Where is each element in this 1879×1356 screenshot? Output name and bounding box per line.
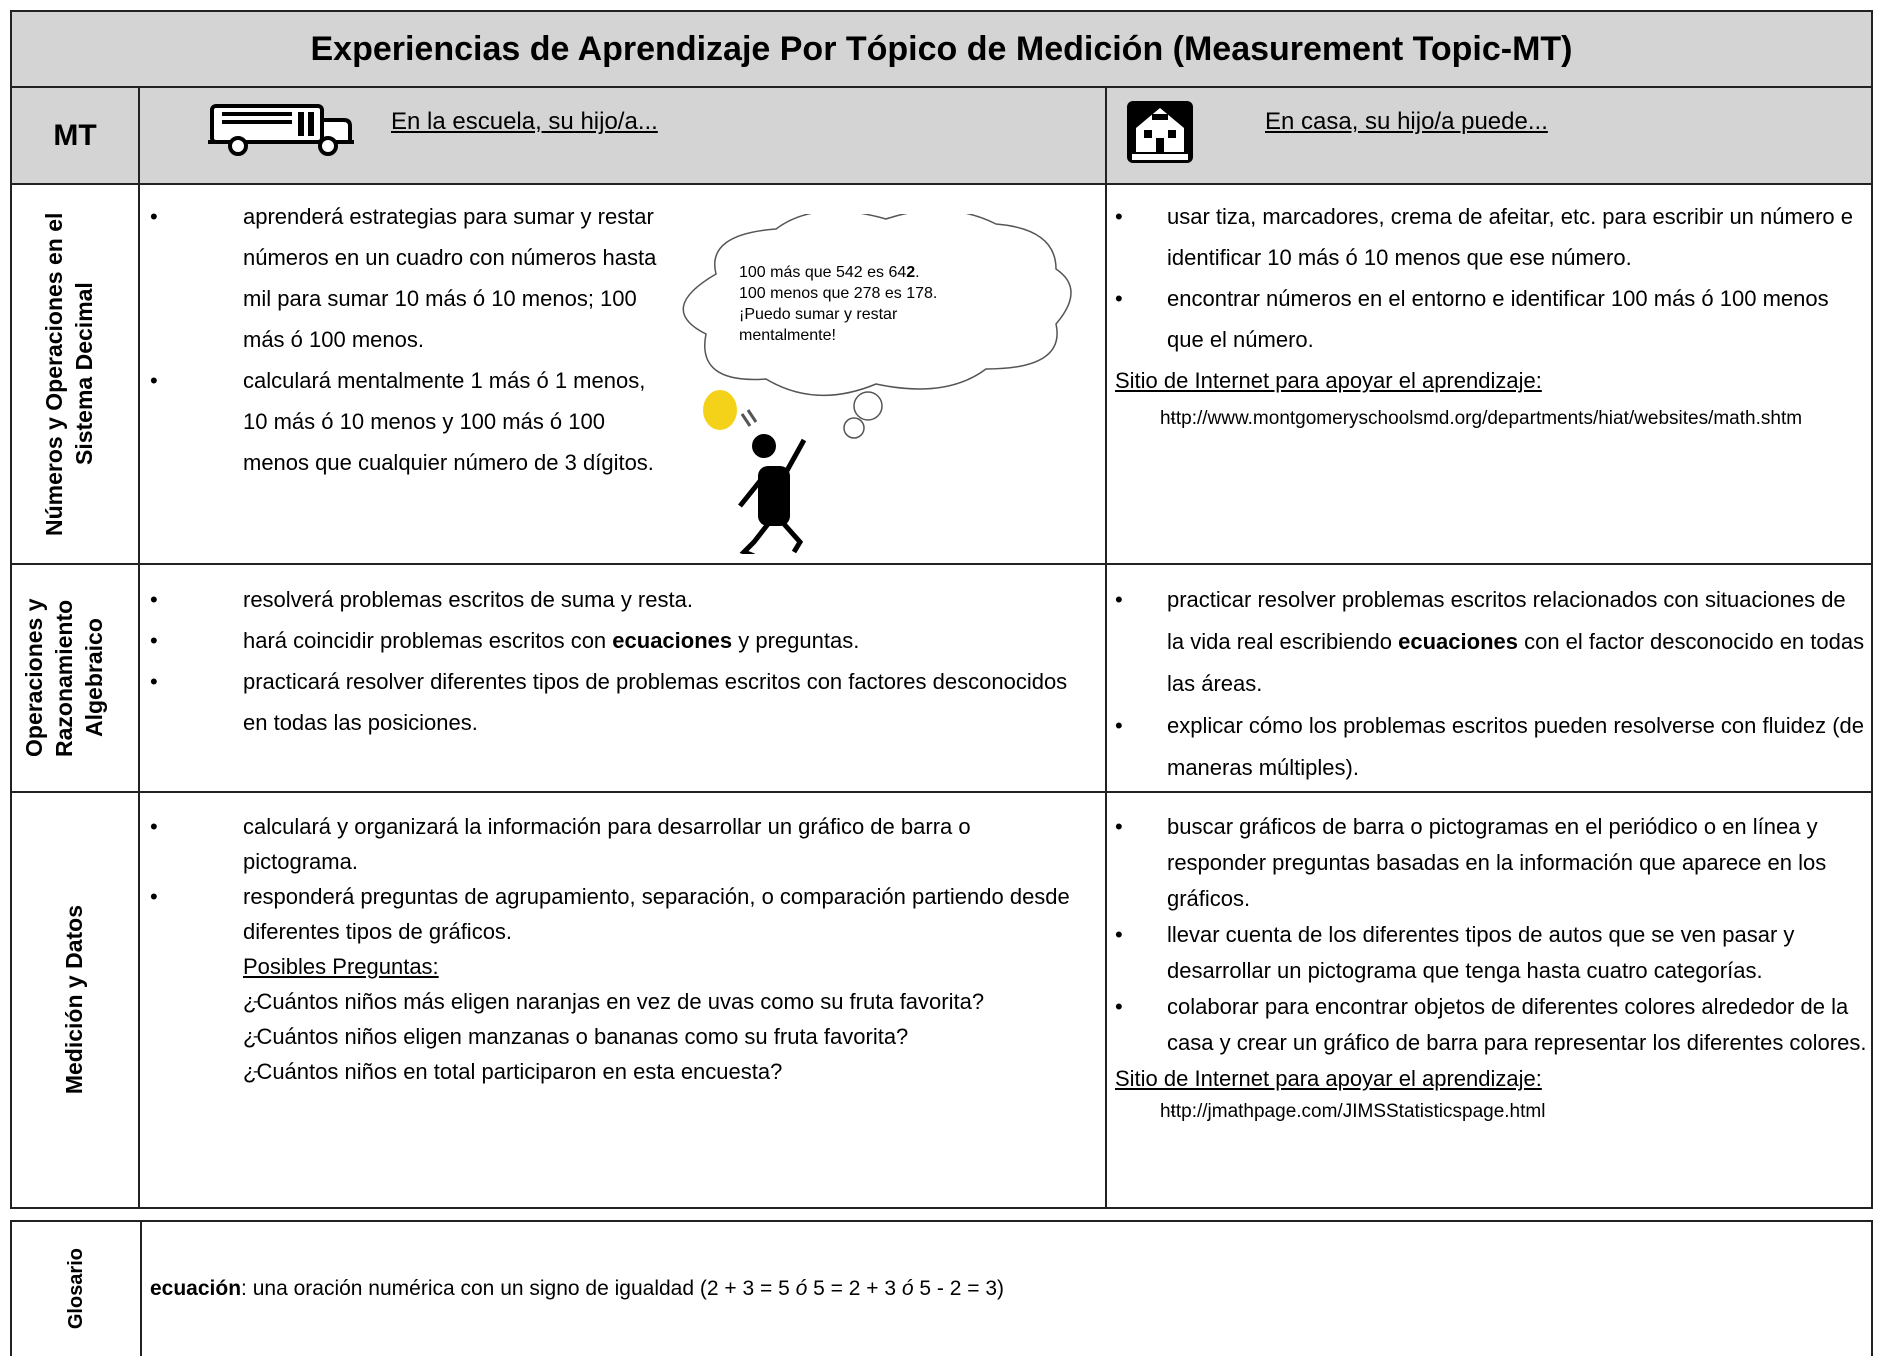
list-item: usar tiza, marcadores, crema de afeitar,… — [1107, 196, 1867, 278]
home-header: En casa, su hijo/a puede... — [1265, 108, 1548, 135]
website-label: Sitio de Internet para apoyar el aprendi… — [1115, 368, 1542, 393]
list-item: encontrar números en el entorno e identi… — [1107, 278, 1867, 360]
school-list: aprenderá estrategias para sumar y resta… — [140, 196, 660, 483]
school-list: resolverá problemas escritos de suma y r… — [140, 579, 1095, 743]
home-cell — [1105, 791, 1873, 1209]
glossary-text: ecuación: una oración numérica con un si… — [150, 1277, 1004, 1301]
thought-bubble: 100 más que 542 es 642. 100 menos que 27… — [739, 262, 1039, 346]
title: Experiencias de Aprendizaje Por Tópico d… — [310, 29, 1573, 68]
topic: Medición y Datos — [61, 905, 88, 1095]
home-list: practicar resolver problemas escritos re… — [1107, 579, 1867, 789]
questions-label: Posibles Preguntas: — [243, 954, 439, 979]
list-item: buscar gráficos de barra o pictogramas e… — [1107, 809, 1867, 917]
bubble-text: 100 menos que 278 es 178. — [739, 285, 938, 302]
glossary-label-cell: Glosario — [10, 1220, 142, 1356]
mt-header: MT — [53, 118, 97, 152]
glossary-definition: 5 = 2 + 3 — [807, 1277, 902, 1300]
title-cell: Experiencias de Aprendizaje Por Tópico d… — [10, 10, 1873, 88]
school-list: calculará y organizará la información pa… — [140, 809, 1080, 949]
glossary-term: ecuación — [150, 1277, 242, 1300]
list-item: ¿Cuántos niños eligen manzanas o bananas… — [243, 1019, 1080, 1054]
home-list: buscar gráficos de barra o pictogramas e… — [1107, 809, 1867, 1061]
glossary-label: Glosario — [65, 1248, 87, 1330]
topic-cell: Números y Operaciones en el Sistema Deci… — [10, 183, 140, 565]
list-item: practicar resolver problemas escritos re… — [1107, 579, 1867, 705]
bubble-text: 100 más que 542 es 64 — [739, 264, 907, 281]
home-header-cell — [1105, 86, 1873, 185]
glossary-or: ó — [795, 1277, 808, 1300]
home-block: buscar gráficos de barra o pictogramas e… — [1107, 809, 1867, 1127]
bold-term: ecuaciones — [1398, 629, 1518, 654]
list-item: colaborar para encontrar objetos de dife… — [1107, 989, 1867, 1061]
list-item: hará coincidir problemas escritos con ec… — [140, 620, 1095, 661]
item-text: practicar resolver problemas escritos re… — [1167, 587, 1846, 654]
list-item: calculará mentalmente 1 más ó 1 menos, 1… — [140, 360, 660, 483]
glossary-definition: 5 - 2 = 3) — [913, 1277, 1005, 1300]
topic: Números y Operaciones en el Sistema Deci… — [41, 212, 97, 536]
bubble-text: ¡Puedo sumar y restar mentalmente! — [739, 306, 898, 344]
glossary-definition: : una oración numérica con un signo de i… — [241, 1277, 796, 1300]
topic-cell: Medición y Datos — [10, 791, 140, 1209]
list-item: ¿Cuántos niños en total participaron en … — [243, 1054, 1080, 1089]
home-block: usar tiza, marcadores, crema de afeitar,… — [1107, 196, 1867, 437]
list-item: explicar cómo los problemas escritos pue… — [1107, 705, 1867, 789]
list-item: ¿Cuántos niños más eligen naranjas en ve… — [243, 984, 1080, 1019]
house-icon — [1127, 101, 1193, 163]
mt-cell: MT — [10, 86, 140, 185]
item-text: con el factor desconocido en todas las á… — [1167, 629, 1865, 696]
bold-term: ecuaciones — [612, 628, 733, 653]
list-item: responderá preguntas de agrupamiento, se… — [140, 879, 1080, 949]
home-list: usar tiza, marcadores, crema de afeitar,… — [1107, 196, 1867, 360]
topic-cell: Operaciones y Razonamiento Algebraico — [10, 563, 140, 793]
bubble-text: . — [915, 264, 920, 281]
website-list: http://jmathpage.com/JIMSStatisticspage.… — [1107, 1097, 1867, 1127]
topic: Operaciones y Razonamiento Algebraico — [21, 598, 107, 758]
list-item: aprenderá estrategias para sumar y resta… — [140, 196, 660, 360]
list-item: practicará resolver diferentes tipos de … — [140, 661, 1095, 743]
school-header: En la escuela, su hijo/a... — [391, 108, 658, 135]
questions-list: ¿Cuántos niños más eligen naranjas en ve… — [140, 984, 1080, 1089]
list-item: resolverá problemas escritos de suma y r… — [140, 579, 1095, 620]
thinking-figure — [682, 214, 1072, 554]
glossary-or: ó — [901, 1277, 914, 1300]
website-label: Sitio de Internet para apoyar el aprendi… — [1115, 1066, 1542, 1091]
website-list: http://www.montgomeryschoolsmd.org/depar… — [1107, 401, 1867, 437]
bus-icon — [208, 104, 354, 156]
list-item: calculará y organizará la información pa… — [140, 809, 1080, 879]
bubble-bold: 2 — [906, 264, 916, 281]
list-item: llevar cuenta de los diferentes tipos de… — [1107, 917, 1867, 989]
item-text: y preguntas. — [732, 628, 860, 653]
school-block: calculará y organizará la información pa… — [140, 809, 1080, 1089]
item-text: hará coincidir problemas escritos con — [243, 628, 613, 653]
list-item: http://www.montgomeryschoolsmd.org/depar… — [1160, 401, 1867, 437]
list-item: http://jmathpage.com/JIMSStatisticspage.… — [1160, 1097, 1867, 1127]
